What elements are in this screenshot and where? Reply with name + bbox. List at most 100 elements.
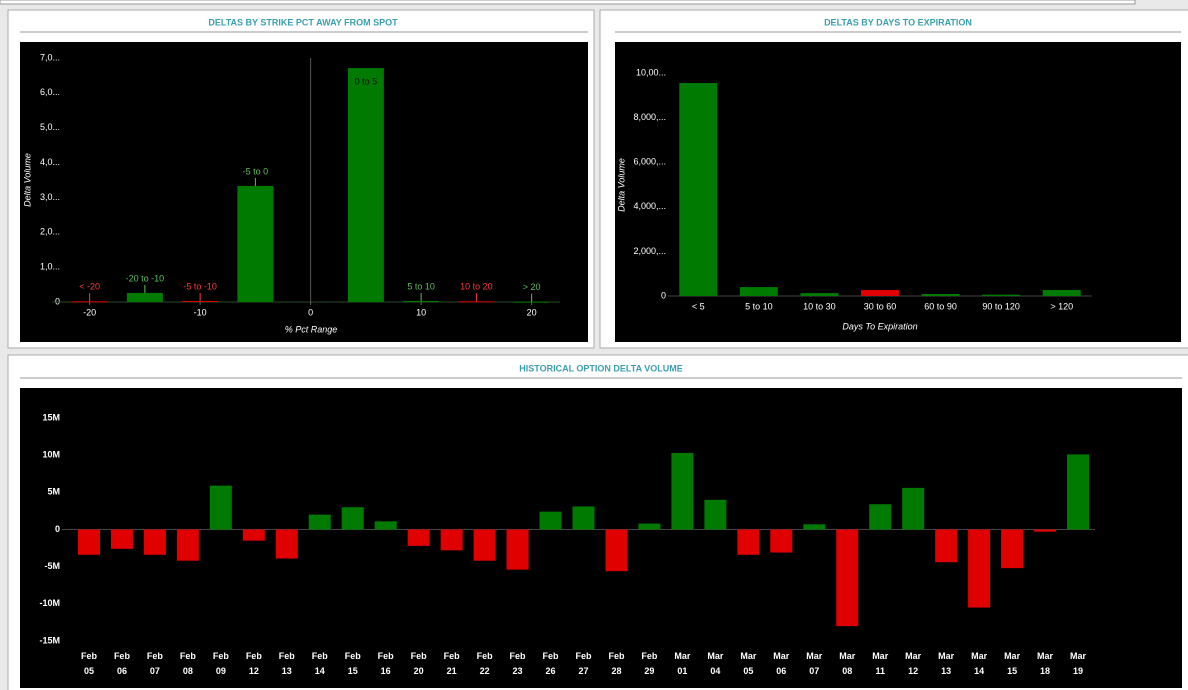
y-axis-label: Delta Volume <box>616 158 626 212</box>
x-tick-label: 10 to 30 <box>803 301 836 311</box>
x-tick-label: -20 <box>83 307 96 317</box>
bar <box>704 499 727 530</box>
x-tick-label: 5 to 10 <box>745 301 773 311</box>
y-tick-label: 15M <box>42 412 60 422</box>
bar <box>869 504 892 530</box>
y-tick-label: 6,000,... <box>633 157 666 167</box>
x-tick-label: 90 to 120 <box>982 301 1020 311</box>
bar <box>935 529 958 563</box>
bar <box>126 292 163 302</box>
chart-title: HISTORICAL OPTION DELTA VOLUME <box>519 363 683 373</box>
bar <box>440 529 463 551</box>
y-tick-label: 0 <box>661 290 666 300</box>
x-tick-label: Mar 06 <box>773 651 790 676</box>
x-tick-label: Mar 04 <box>707 651 724 676</box>
bar <box>341 507 364 530</box>
bar <box>1067 454 1090 530</box>
data-label: < -20 <box>79 282 100 292</box>
bar <box>242 529 265 541</box>
x-tick-label: Mar 05 <box>740 651 757 676</box>
top-panel <box>0 0 1136 5</box>
x-tick-label: -10 <box>194 307 207 317</box>
data-label: -5 to -10 <box>183 281 217 291</box>
x-tick-label: Mar 15 <box>1004 651 1021 676</box>
bar <box>71 301 108 303</box>
x-tick-label: 30 to 60 <box>864 301 897 311</box>
bar <box>473 529 496 561</box>
bar <box>182 300 219 302</box>
x-tick-label: Feb 14 <box>312 651 329 676</box>
x-tick-label: 0 <box>308 307 313 317</box>
x-tick-label: Mar 14 <box>971 651 988 676</box>
y-tick-label: 10,00... <box>636 67 666 77</box>
bar <box>513 301 550 303</box>
bar <box>209 485 232 530</box>
y-tick-label: 0 <box>55 524 60 534</box>
bar <box>539 511 562 530</box>
y-tick-label: 8,000,... <box>633 112 666 122</box>
x-tick-label: Feb 21 <box>444 651 461 676</box>
x-tick-label: Mar 18 <box>1037 651 1054 676</box>
x-tick-label: Feb 22 <box>477 651 494 676</box>
y-tick-label: -5M <box>45 561 61 571</box>
bar <box>176 529 199 561</box>
x-tick-label: Feb 27 <box>575 651 592 676</box>
chart-title: DELTAS BY DAYS TO EXPIRATION <box>824 17 972 27</box>
bar <box>506 529 529 570</box>
bar <box>605 529 628 572</box>
bar <box>679 83 718 296</box>
bar <box>347 68 384 302</box>
bar <box>275 529 298 559</box>
bar <box>861 289 899 296</box>
x-tick-label: Feb 23 <box>510 651 527 676</box>
x-axis-label: % Pct Range <box>285 324 338 334</box>
x-tick-label: 10 <box>416 307 426 317</box>
bar <box>77 529 100 555</box>
x-tick-label: Feb 28 <box>608 651 625 676</box>
bar <box>237 185 274 302</box>
x-tick-label: Mar 07 <box>806 651 823 676</box>
y-tick-label: -10M <box>39 598 60 608</box>
x-tick-label: Feb 07 <box>147 651 164 676</box>
x-tick-label: 20 <box>527 307 537 317</box>
bar <box>1001 529 1024 569</box>
data-label: 5 to 10 <box>407 281 435 291</box>
bar <box>836 529 859 627</box>
x-tick-label: Mar 12 <box>905 651 922 676</box>
x-tick-label: Mar 11 <box>872 651 889 676</box>
x-tick-label: Mar 01 <box>674 651 691 676</box>
x-tick-label: Feb 09 <box>213 651 230 676</box>
x-tick-label: < 5 <box>692 301 705 311</box>
bar <box>374 521 397 530</box>
bar <box>638 523 661 530</box>
y-tick-label: 4,000,... <box>633 201 666 211</box>
bar <box>800 293 839 296</box>
y-tick-label: 2,000,... <box>633 246 666 256</box>
bar <box>671 452 694 530</box>
y-tick-label: 5M <box>47 487 60 497</box>
plot-area <box>20 42 588 342</box>
bar <box>1042 289 1081 296</box>
x-tick-label: Feb 06 <box>114 651 131 676</box>
y-tick-label: 2,0... <box>40 227 60 237</box>
bar <box>110 529 133 549</box>
data-label: -5 to 0 <box>243 166 269 176</box>
x-tick-label: Feb 16 <box>378 651 395 676</box>
bar <box>458 301 495 303</box>
x-tick-label: Feb 29 <box>641 651 658 676</box>
x-tick-label: Mar 13 <box>938 651 955 676</box>
data-label: -20 to -10 <box>126 273 165 283</box>
y-tick-label: 5,0... <box>40 122 60 132</box>
x-tick-label: > 120 <box>1050 301 1073 311</box>
y-tick-label: 6,0... <box>40 87 60 97</box>
bar <box>403 300 440 302</box>
bar <box>308 514 331 530</box>
data-label: 10 to 20 <box>460 282 493 292</box>
bar <box>982 294 1021 296</box>
data-label: > 20 <box>523 282 541 292</box>
x-tick-label: Feb 13 <box>279 651 296 676</box>
x-tick-label: Feb 05 <box>81 651 98 676</box>
chart-title: DELTAS BY STRIKE PCT AWAY FROM SPOT <box>208 17 398 27</box>
y-tick-label: 1,0... <box>40 262 60 272</box>
y-tick-label: 7,0... <box>40 52 60 62</box>
